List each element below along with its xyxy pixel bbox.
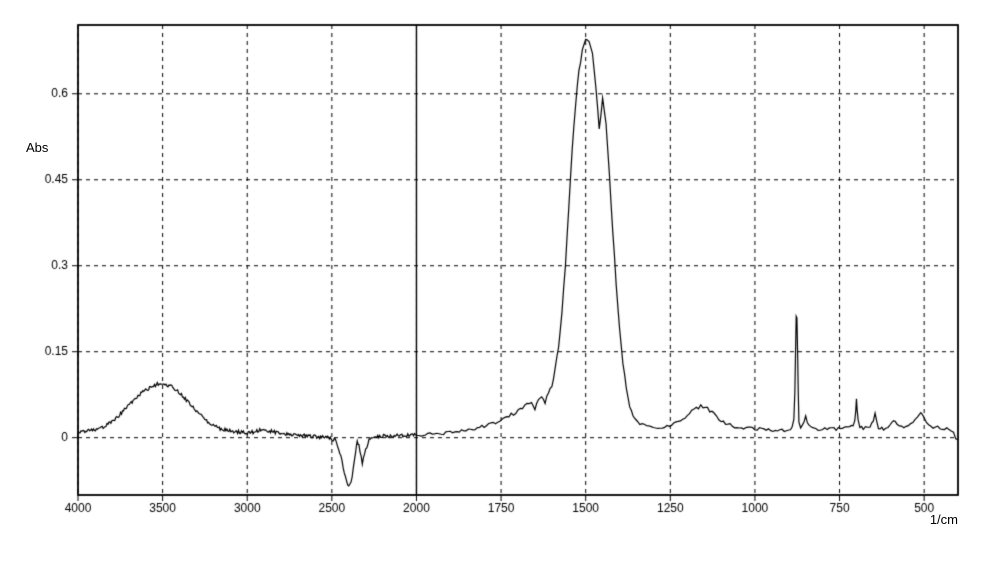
y-axis-label: Abs	[26, 140, 48, 155]
x-axis-label: 1/cm	[930, 512, 958, 527]
spectrum-chart	[0, 0, 1000, 575]
